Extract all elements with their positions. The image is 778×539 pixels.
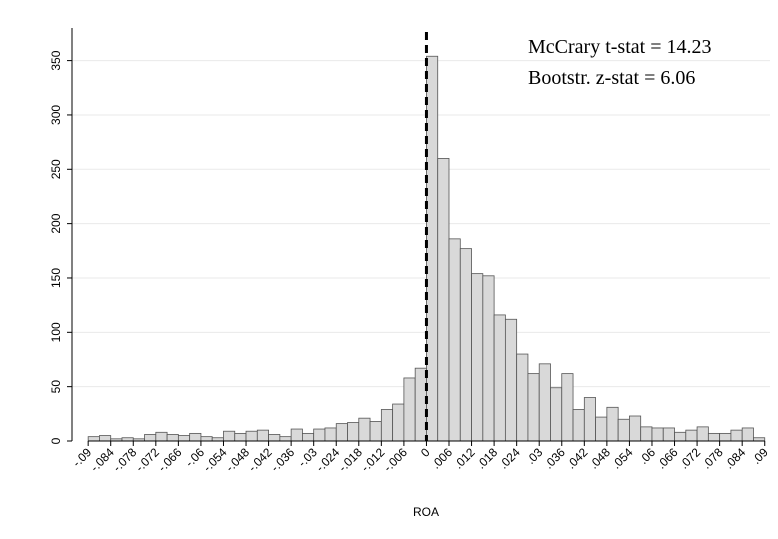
- y-tick-label: 300: [49, 105, 63, 125]
- bar: [189, 432, 202, 442]
- bar: [662, 427, 675, 442]
- bar: [707, 432, 721, 442]
- bar: [482, 275, 495, 442]
- bar: [392, 403, 405, 442]
- bar: [268, 434, 281, 442]
- bar: [155, 431, 168, 442]
- bar: [730, 429, 743, 442]
- bar: [471, 273, 484, 442]
- bar: [279, 436, 292, 442]
- bar: [561, 373, 574, 442]
- bar: [640, 426, 653, 442]
- bar: [437, 158, 450, 442]
- bar: [606, 406, 619, 442]
- bar: [380, 409, 394, 442]
- y-tick-label: 50: [49, 380, 63, 394]
- bar: [583, 397, 596, 442]
- bar: [369, 421, 382, 442]
- bar: [200, 436, 213, 442]
- y-tick-label: 0: [49, 437, 63, 444]
- bar: [550, 387, 563, 442]
- bar: [459, 248, 472, 442]
- y-tick-label: 200: [49, 213, 63, 233]
- x-axis-label: ROA: [413, 505, 439, 519]
- bar: [651, 427, 664, 442]
- bar: [234, 432, 247, 442]
- bar: [245, 430, 258, 442]
- annotation: Bootstr. z-stat = 6.06: [528, 67, 695, 89]
- bar: [324, 427, 337, 442]
- bar: [313, 428, 326, 442]
- bar: [504, 318, 518, 442]
- bar: [741, 427, 754, 442]
- bar: [426, 55, 439, 442]
- bar: [719, 432, 732, 442]
- bar: [256, 429, 269, 442]
- bar: [290, 428, 303, 442]
- bar: [335, 423, 348, 442]
- bar: [403, 377, 416, 442]
- bar: [685, 429, 698, 442]
- annotation: McCrary t-stat = 14.23: [528, 36, 711, 58]
- bar: [99, 435, 112, 442]
- bar: [144, 434, 157, 442]
- y-tick-label: 100: [49, 322, 63, 342]
- bar: [629, 415, 642, 442]
- bar: [527, 373, 540, 442]
- bar: [166, 434, 179, 442]
- bar: [358, 417, 371, 442]
- bar: [595, 416, 608, 442]
- bar: [223, 430, 236, 442]
- bar: [414, 367, 427, 442]
- bar: [448, 238, 461, 442]
- bar: [493, 314, 506, 442]
- bar: [617, 418, 630, 442]
- y-tick-label: 250: [49, 159, 63, 179]
- bar: [347, 422, 360, 442]
- bar: [696, 426, 709, 442]
- bar: [516, 353, 529, 442]
- bar: [538, 363, 551, 442]
- bar: [302, 432, 315, 442]
- y-tick-label: 150: [49, 268, 63, 288]
- bar: [572, 409, 585, 442]
- bar: [674, 431, 687, 442]
- bar: [177, 435, 191, 442]
- bar: [87, 436, 100, 442]
- y-tick-label: 350: [49, 50, 63, 70]
